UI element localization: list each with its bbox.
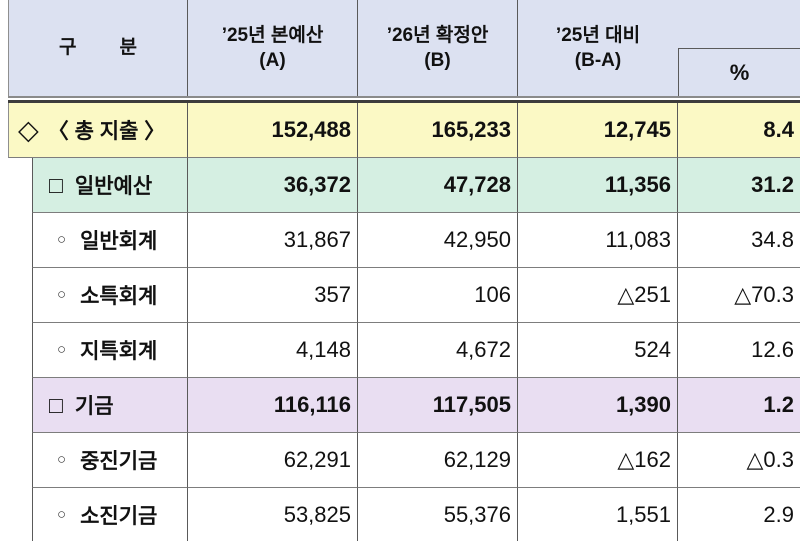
value-2026-plan: 42,950 bbox=[358, 213, 518, 268]
header-difference-code: (B-A) bbox=[574, 50, 622, 71]
row-label: ○ 소특회계 bbox=[32, 268, 188, 323]
row-label-text: 소진기금 bbox=[80, 505, 158, 528]
value-2025-budget: 4,148 bbox=[188, 323, 358, 378]
header-cell-difference: ’25년 대비 (B-A) % bbox=[518, 0, 800, 96]
value-2025-budget: 116,116 bbox=[188, 378, 358, 433]
table-row: □ 기금 116,116 117,505 1,390 1.2 bbox=[8, 378, 800, 433]
value-difference: 1,551 bbox=[518, 488, 678, 541]
value-2025-budget: 31,867 bbox=[188, 213, 358, 268]
value-percent: 12.6 bbox=[678, 323, 800, 378]
value-percent: 34.8 bbox=[678, 213, 800, 268]
header-2025-budget-code: (A) bbox=[259, 50, 286, 71]
row-label-text: 일반회계 bbox=[80, 230, 158, 253]
value-difference: 1,390 bbox=[518, 378, 678, 433]
header-2026-plan-title: ’26년 확정안 bbox=[386, 24, 489, 46]
value-difference: 524 bbox=[518, 323, 678, 378]
category-label: 구 분 bbox=[59, 35, 137, 60]
row-label: ○ 일반회계 bbox=[32, 213, 188, 268]
value-2026-plan: 165,233 bbox=[358, 103, 518, 158]
row-label-text: 중진기금 bbox=[80, 450, 158, 473]
value-2025-budget: 152,488 bbox=[188, 103, 358, 158]
header-cell-2025-budget: ’25년 본예산 (A) bbox=[188, 0, 358, 96]
row-indent bbox=[8, 323, 32, 378]
value-2026-plan: 106 bbox=[358, 268, 518, 323]
row-label-text: 지특회계 bbox=[80, 340, 158, 363]
table-row: ◇ 〈 총 지출 〉 152,488 165,233 12,745 8.4 bbox=[8, 103, 800, 158]
category-char-2: 분 bbox=[119, 37, 137, 59]
value-percent: 31.2 bbox=[678, 158, 800, 213]
row-label: □ 기금 bbox=[32, 378, 188, 433]
table-row: ○ 일반회계 31,867 42,950 11,083 34.8 bbox=[8, 213, 800, 268]
row-label: ◇ 〈 총 지출 〉 bbox=[8, 103, 188, 158]
value-2026-plan: 47,728 bbox=[358, 158, 518, 213]
header-cell-2026-plan: ’26년 확정안 (B) bbox=[358, 0, 518, 96]
table-body: ◇ 〈 총 지출 〉 152,488 165,233 12,745 8.4 □ … bbox=[8, 103, 800, 541]
table-row: □ 일반예산 36,372 47,728 11,356 31.2 bbox=[8, 158, 800, 213]
value-difference: △162 bbox=[518, 433, 678, 488]
value-percent: 8.4 bbox=[678, 103, 800, 158]
row-label: ○ 소진기금 bbox=[32, 488, 188, 541]
budget-table: 구 분 ’25년 본예산 (A) ’26년 확정안 (B) ’25년 대비 (B… bbox=[8, 0, 800, 541]
value-2026-plan: 117,505 bbox=[358, 378, 518, 433]
value-2026-plan: 62,129 bbox=[358, 433, 518, 488]
row-indent bbox=[8, 213, 32, 268]
value-percent: △0.3 bbox=[678, 433, 800, 488]
row-indent bbox=[8, 268, 32, 323]
value-difference: 11,356 bbox=[518, 158, 678, 213]
row-indent bbox=[8, 488, 32, 541]
table-row: ○ 소진기금 53,825 55,376 1,551 2.9 bbox=[8, 488, 800, 541]
value-2025-budget: 62,291 bbox=[188, 433, 358, 488]
percent-subheader: % bbox=[678, 48, 800, 96]
row-indent bbox=[8, 433, 32, 488]
row-label-text: 소특회계 bbox=[80, 285, 158, 308]
percent-subheader-label: % bbox=[729, 59, 750, 85]
header-cell-category: 구 분 bbox=[8, 0, 188, 96]
table-row: ○ 지특회계 4,148 4,672 524 12.6 bbox=[8, 323, 800, 378]
row-label-text: 일반예산 bbox=[74, 175, 153, 198]
header-difference-caption: ’25년 대비 (B-A) bbox=[518, 0, 678, 96]
row-label: □ 일반예산 bbox=[32, 158, 188, 213]
value-2026-plan: 4,672 bbox=[358, 323, 518, 378]
header-2025-budget-title: ’25년 본예산 bbox=[221, 24, 324, 46]
row-label: ○ 중진기금 bbox=[32, 433, 188, 488]
header-difference-title: ’25년 대비 bbox=[555, 24, 641, 46]
table-row: ○ 소특회계 357 106 △251 △70.3 bbox=[8, 268, 800, 323]
row-label-text: 〈 총 지출 〉 bbox=[47, 120, 166, 143]
value-percent: △70.3 bbox=[678, 268, 800, 323]
value-2025-budget: 53,825 bbox=[188, 488, 358, 541]
value-percent: 1.2 bbox=[678, 378, 800, 433]
header-divider bbox=[8, 96, 800, 103]
value-percent: 2.9 bbox=[678, 488, 800, 541]
header-2026-plan-code: (B) bbox=[424, 50, 451, 71]
value-2025-budget: 36,372 bbox=[188, 158, 358, 213]
row-indent bbox=[8, 158, 32, 213]
category-char-1: 구 bbox=[59, 37, 77, 59]
row-label-text: 기금 bbox=[74, 395, 114, 418]
value-2025-budget: 357 bbox=[188, 268, 358, 323]
value-difference: △251 bbox=[518, 268, 678, 323]
value-2026-plan: 55,376 bbox=[358, 488, 518, 541]
value-difference: 12,745 bbox=[518, 103, 678, 158]
value-difference: 11,083 bbox=[518, 213, 678, 268]
table-header: 구 분 ’25년 본예산 (A) ’26년 확정안 (B) ’25년 대비 (B… bbox=[8, 0, 800, 96]
row-indent bbox=[8, 378, 32, 433]
row-label: ○ 지특회계 bbox=[32, 323, 188, 378]
table-row: ○ 중진기금 62,291 62,129 △162 △0.3 bbox=[8, 433, 800, 488]
